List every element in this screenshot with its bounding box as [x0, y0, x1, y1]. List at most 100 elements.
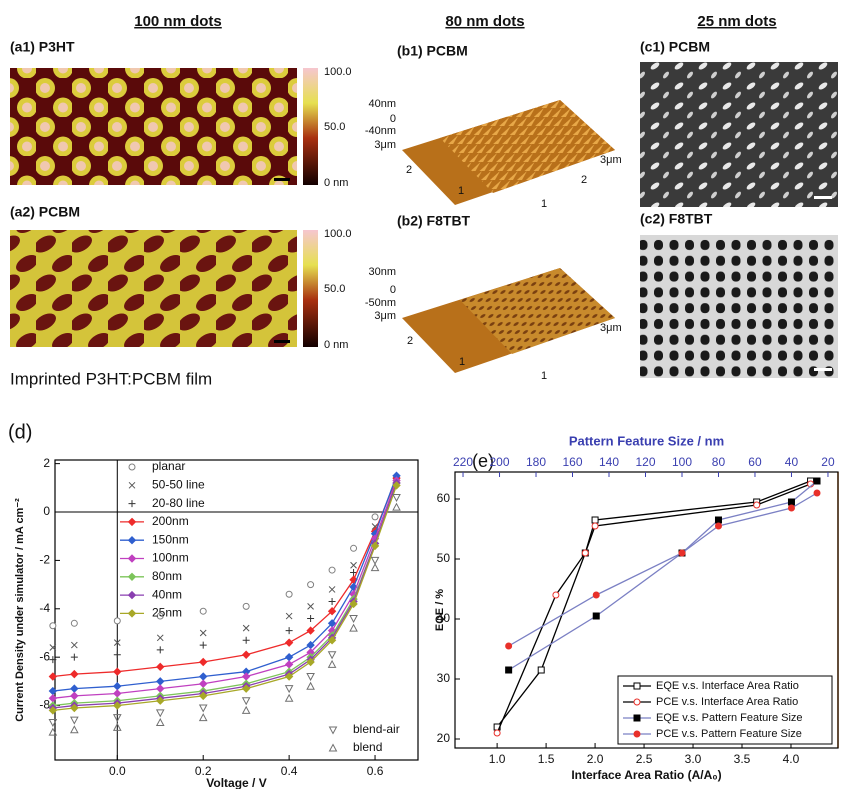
marker [307, 674, 314, 681]
marker [814, 490, 820, 496]
y-axis-label: EQE / % [434, 589, 446, 631]
marker [330, 727, 337, 734]
x-tick-label: 3.0 [685, 752, 702, 766]
colorbar-label: 50.0 [324, 283, 345, 295]
marker [129, 610, 136, 617]
marker [114, 690, 121, 697]
marker [157, 678, 164, 685]
legend-label: PCE v.s. Pattern Feature Size [656, 728, 802, 740]
marker [592, 523, 598, 529]
marker [393, 504, 400, 511]
marker [634, 683, 640, 689]
x-tick-label: 2.0 [587, 752, 604, 766]
afm-image [10, 230, 297, 347]
colorbar-label: 50.0 [324, 121, 345, 133]
colorbar [303, 230, 318, 347]
panel-label: (d) [8, 421, 32, 443]
scale-bar [814, 368, 832, 371]
y-tick-label: -8 [39, 698, 50, 712]
axis-label: 3μm [600, 154, 622, 166]
marker [200, 642, 207, 649]
panel-label: (c2) F8TBT [640, 211, 713, 227]
marker [200, 714, 207, 721]
heading: 100 nm dots [134, 13, 222, 30]
x-axis-label: Voltage / V [206, 776, 266, 789]
legend-label: blend-air [353, 722, 400, 736]
marker [286, 627, 293, 634]
axis-label: 1 [541, 370, 547, 382]
marker [308, 582, 314, 588]
marker [71, 692, 78, 699]
panel-label: (b1) PCBM [397, 43, 468, 59]
x2-tick-label: 80 [712, 455, 726, 469]
colorbar-label: 0 nm [324, 177, 348, 189]
heading: 80 nm dots [445, 13, 524, 30]
page: 100 nm dots 80 nm dots 25 nm dots (a1) P… [0, 0, 847, 789]
marker [200, 630, 206, 636]
marker [129, 500, 136, 507]
marker [592, 517, 598, 523]
x2-tick-label: 160 [562, 455, 582, 469]
x2-tick-label: 60 [748, 455, 762, 469]
marker [129, 573, 136, 580]
x2-tick-label: 40 [785, 455, 799, 469]
series-line [509, 493, 817, 646]
marker [114, 668, 121, 675]
axis-label: -50nm [365, 297, 396, 309]
marker [506, 643, 512, 649]
marker [814, 478, 820, 484]
x-tick-label: 3.5 [734, 752, 751, 766]
x-tick-label: 1.5 [538, 752, 555, 766]
marker [715, 523, 721, 529]
series-line [53, 481, 397, 699]
marker [286, 661, 293, 668]
marker [129, 537, 136, 544]
marker [129, 518, 136, 525]
x2-tick-label: 20 [821, 455, 835, 469]
legend-label: PCE v.s. Interface Area Ratio [656, 696, 798, 708]
marker [788, 505, 794, 511]
marker [71, 654, 78, 661]
marker [114, 618, 120, 624]
axis-label: 2 [406, 164, 412, 176]
marker [114, 651, 121, 658]
x-tick-label: 1.0 [489, 752, 506, 766]
x-tick-label: 4.0 [783, 752, 800, 766]
scale-bar [814, 196, 832, 199]
figure: 100 nm dots 80 nm dots 25 nm dots (a1) P… [0, 0, 847, 789]
legend-label: EQE v.s. Interface Area Ratio [656, 680, 799, 692]
marker [329, 598, 336, 605]
y-tick-label: -2 [39, 553, 50, 567]
marker [754, 502, 760, 508]
marker [71, 620, 77, 626]
marker [286, 695, 293, 702]
axis-label: 3μm [600, 322, 622, 334]
marker [372, 557, 379, 564]
marker [243, 637, 250, 644]
marker [506, 667, 512, 673]
marker [157, 710, 164, 717]
marker [286, 591, 292, 597]
marker [286, 639, 293, 646]
marker [593, 613, 599, 619]
legend-label: 25nm [152, 606, 182, 620]
marker [372, 514, 378, 520]
marker [788, 499, 794, 505]
scale-bar [274, 178, 290, 181]
marker [715, 517, 721, 523]
axis-label: 2 [581, 174, 587, 186]
sem-image [640, 235, 838, 378]
marker [243, 603, 249, 609]
colorbar-label: 100.0 [324, 228, 352, 240]
marker [286, 654, 293, 661]
marker [243, 651, 250, 658]
x-tick-label: 0.6 [367, 764, 384, 778]
marker [634, 715, 640, 721]
x2-tick-label: 180 [526, 455, 546, 469]
heading: 25 nm dots [697, 13, 776, 30]
y-tick-label: -6 [39, 649, 50, 663]
legend-label: 200nm [152, 514, 189, 528]
y-tick-label: 2 [43, 456, 50, 470]
x-axis-label: Interface Area Ratio (A/A₀) [571, 768, 721, 782]
x2-tick-label: 100 [672, 455, 692, 469]
